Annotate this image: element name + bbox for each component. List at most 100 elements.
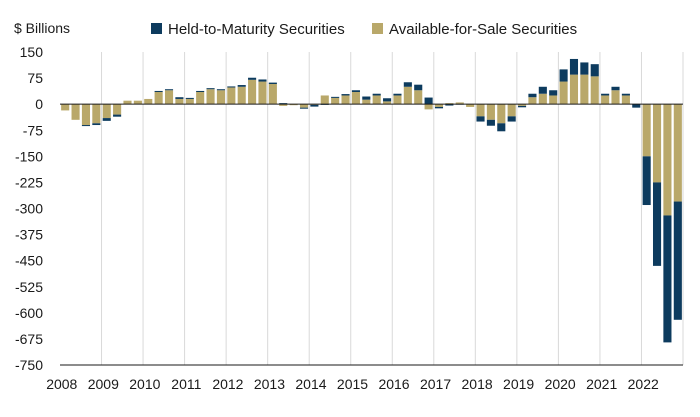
x-tick-label: 2011 — [171, 376, 201, 392]
bar-held-to-maturity — [92, 123, 101, 126]
bar-held-to-maturity — [518, 105, 527, 108]
bar-held-to-maturity — [424, 97, 433, 105]
bar-held-to-maturity — [227, 86, 236, 88]
x-tick-label: 2008 — [46, 376, 77, 392]
x-tick-label: 2019 — [503, 376, 534, 392]
bar-available-for-sale — [92, 104, 101, 124]
bar-available-for-sale — [486, 104, 495, 120]
bar-held-to-maturity — [216, 89, 225, 91]
bar-held-to-maturity — [351, 90, 360, 92]
bar-held-to-maturity — [331, 96, 340, 98]
bar-available-for-sale — [320, 95, 329, 105]
bar-held-to-maturity — [652, 182, 662, 266]
bar-available-for-sale — [424, 104, 433, 110]
legend-label-held-to-maturity: Held-to-Maturity Securities — [168, 21, 345, 38]
bars — [61, 58, 682, 343]
bar-available-for-sale — [538, 93, 547, 105]
bar-available-for-sale — [133, 100, 142, 105]
bar-available-for-sale — [61, 104, 70, 111]
x-tick-label: 2009 — [88, 376, 119, 392]
bar-available-for-sale — [611, 90, 620, 105]
bar-available-for-sale — [102, 104, 111, 119]
bar-available-for-sale — [196, 91, 205, 105]
bar-held-to-maturity — [372, 93, 381, 96]
bar-held-to-maturity — [486, 119, 495, 126]
bar-available-for-sale — [569, 74, 579, 105]
x-tick-label: 2017 — [420, 376, 451, 392]
bar-available-for-sale — [227, 87, 236, 105]
bar-held-to-maturity — [341, 94, 350, 96]
bar-held-to-maturity — [248, 77, 257, 80]
y-tick-label: -225 — [15, 174, 43, 190]
bar-available-for-sale — [528, 97, 537, 105]
bar-available-for-sale — [590, 76, 599, 105]
bar-available-for-sale — [652, 104, 662, 183]
bar-held-to-maturity — [268, 82, 277, 84]
x-tick-label: 2016 — [378, 376, 409, 392]
bar-available-for-sale — [383, 101, 392, 105]
y-tick-label: -450 — [15, 253, 43, 269]
y-tick-label: 0 — [35, 96, 43, 112]
bar-available-for-sale — [268, 83, 277, 105]
y-axis-tick-labels: 150 75 0 -75 -150 -225 -300 -375 -450 -525 -600 -67… — [15, 44, 43, 373]
y-tick-label: -75 — [23, 122, 43, 138]
bar-available-for-sale — [559, 81, 568, 105]
bar-held-to-maturity — [663, 215, 672, 343]
bar-available-for-sale — [341, 95, 350, 105]
y-tick-label: 75 — [27, 70, 43, 86]
bar-available-for-sale — [580, 74, 589, 105]
bar-held-to-maturity — [175, 97, 184, 99]
bar-held-to-maturity — [497, 123, 506, 132]
bar-available-for-sale — [642, 104, 651, 157]
bar-held-to-maturity — [507, 116, 516, 122]
bar-available-for-sale — [507, 104, 516, 117]
bar-available-for-sale — [403, 86, 412, 105]
legend-swatch-available-for-sale — [372, 23, 383, 34]
bar-available-for-sale — [601, 95, 610, 105]
y-tick-label: -300 — [15, 201, 43, 217]
bar-held-to-maturity — [113, 114, 122, 117]
x-tick-label: 2015 — [337, 376, 368, 392]
x-axis-tick-labels: 2008 2009 2010 2011 2012 2013 2014 2015 2016 2017… — [46, 376, 659, 392]
bar-available-for-sale — [331, 97, 340, 105]
x-tick-label: 2018 — [462, 376, 493, 392]
bar-available-for-sale — [164, 90, 174, 105]
bar-held-to-maturity — [632, 104, 641, 108]
bar-available-for-sale — [362, 99, 371, 105]
bar-held-to-maturity — [310, 104, 319, 107]
bar-available-for-sale — [673, 104, 682, 202]
bar-held-to-maturity — [383, 98, 392, 102]
bar-held-to-maturity — [559, 69, 568, 82]
bar-held-to-maturity — [299, 107, 309, 109]
bar-available-for-sale — [258, 81, 267, 105]
y-axis-unit-label: $ Billions — [14, 20, 70, 36]
x-tick-label: 2021 — [586, 376, 617, 392]
x-tick-label: 2022 — [628, 376, 659, 392]
bar-available-for-sale — [248, 79, 257, 105]
bar-available-for-sale — [216, 90, 225, 105]
bar-held-to-maturity — [414, 84, 423, 91]
bar-held-to-maturity — [102, 118, 111, 121]
bar-held-to-maturity — [434, 106, 444, 109]
bar-held-to-maturity — [279, 103, 288, 105]
bar-available-for-sale — [299, 104, 309, 108]
bar-held-to-maturity — [403, 82, 412, 87]
bar-available-for-sale — [434, 104, 444, 107]
x-tick-label: 2010 — [129, 376, 160, 392]
bar-held-to-maturity — [621, 93, 630, 96]
bar-available-for-sale — [663, 104, 672, 216]
bar-available-for-sale — [144, 98, 153, 105]
y-tick-label: -600 — [15, 305, 43, 321]
x-tick-label: 2013 — [254, 376, 285, 392]
bar-held-to-maturity — [580, 62, 589, 75]
y-tick-label: -750 — [15, 357, 43, 373]
bar-held-to-maturity — [476, 116, 485, 122]
bar-available-for-sale — [372, 95, 381, 105]
bar-available-for-sale — [497, 104, 506, 124]
bar-held-to-maturity — [528, 93, 537, 98]
bar-held-to-maturity — [611, 86, 620, 91]
bar-held-to-maturity — [445, 104, 454, 106]
bar-available-for-sale — [185, 98, 194, 105]
x-tick-label: 2020 — [545, 376, 576, 392]
